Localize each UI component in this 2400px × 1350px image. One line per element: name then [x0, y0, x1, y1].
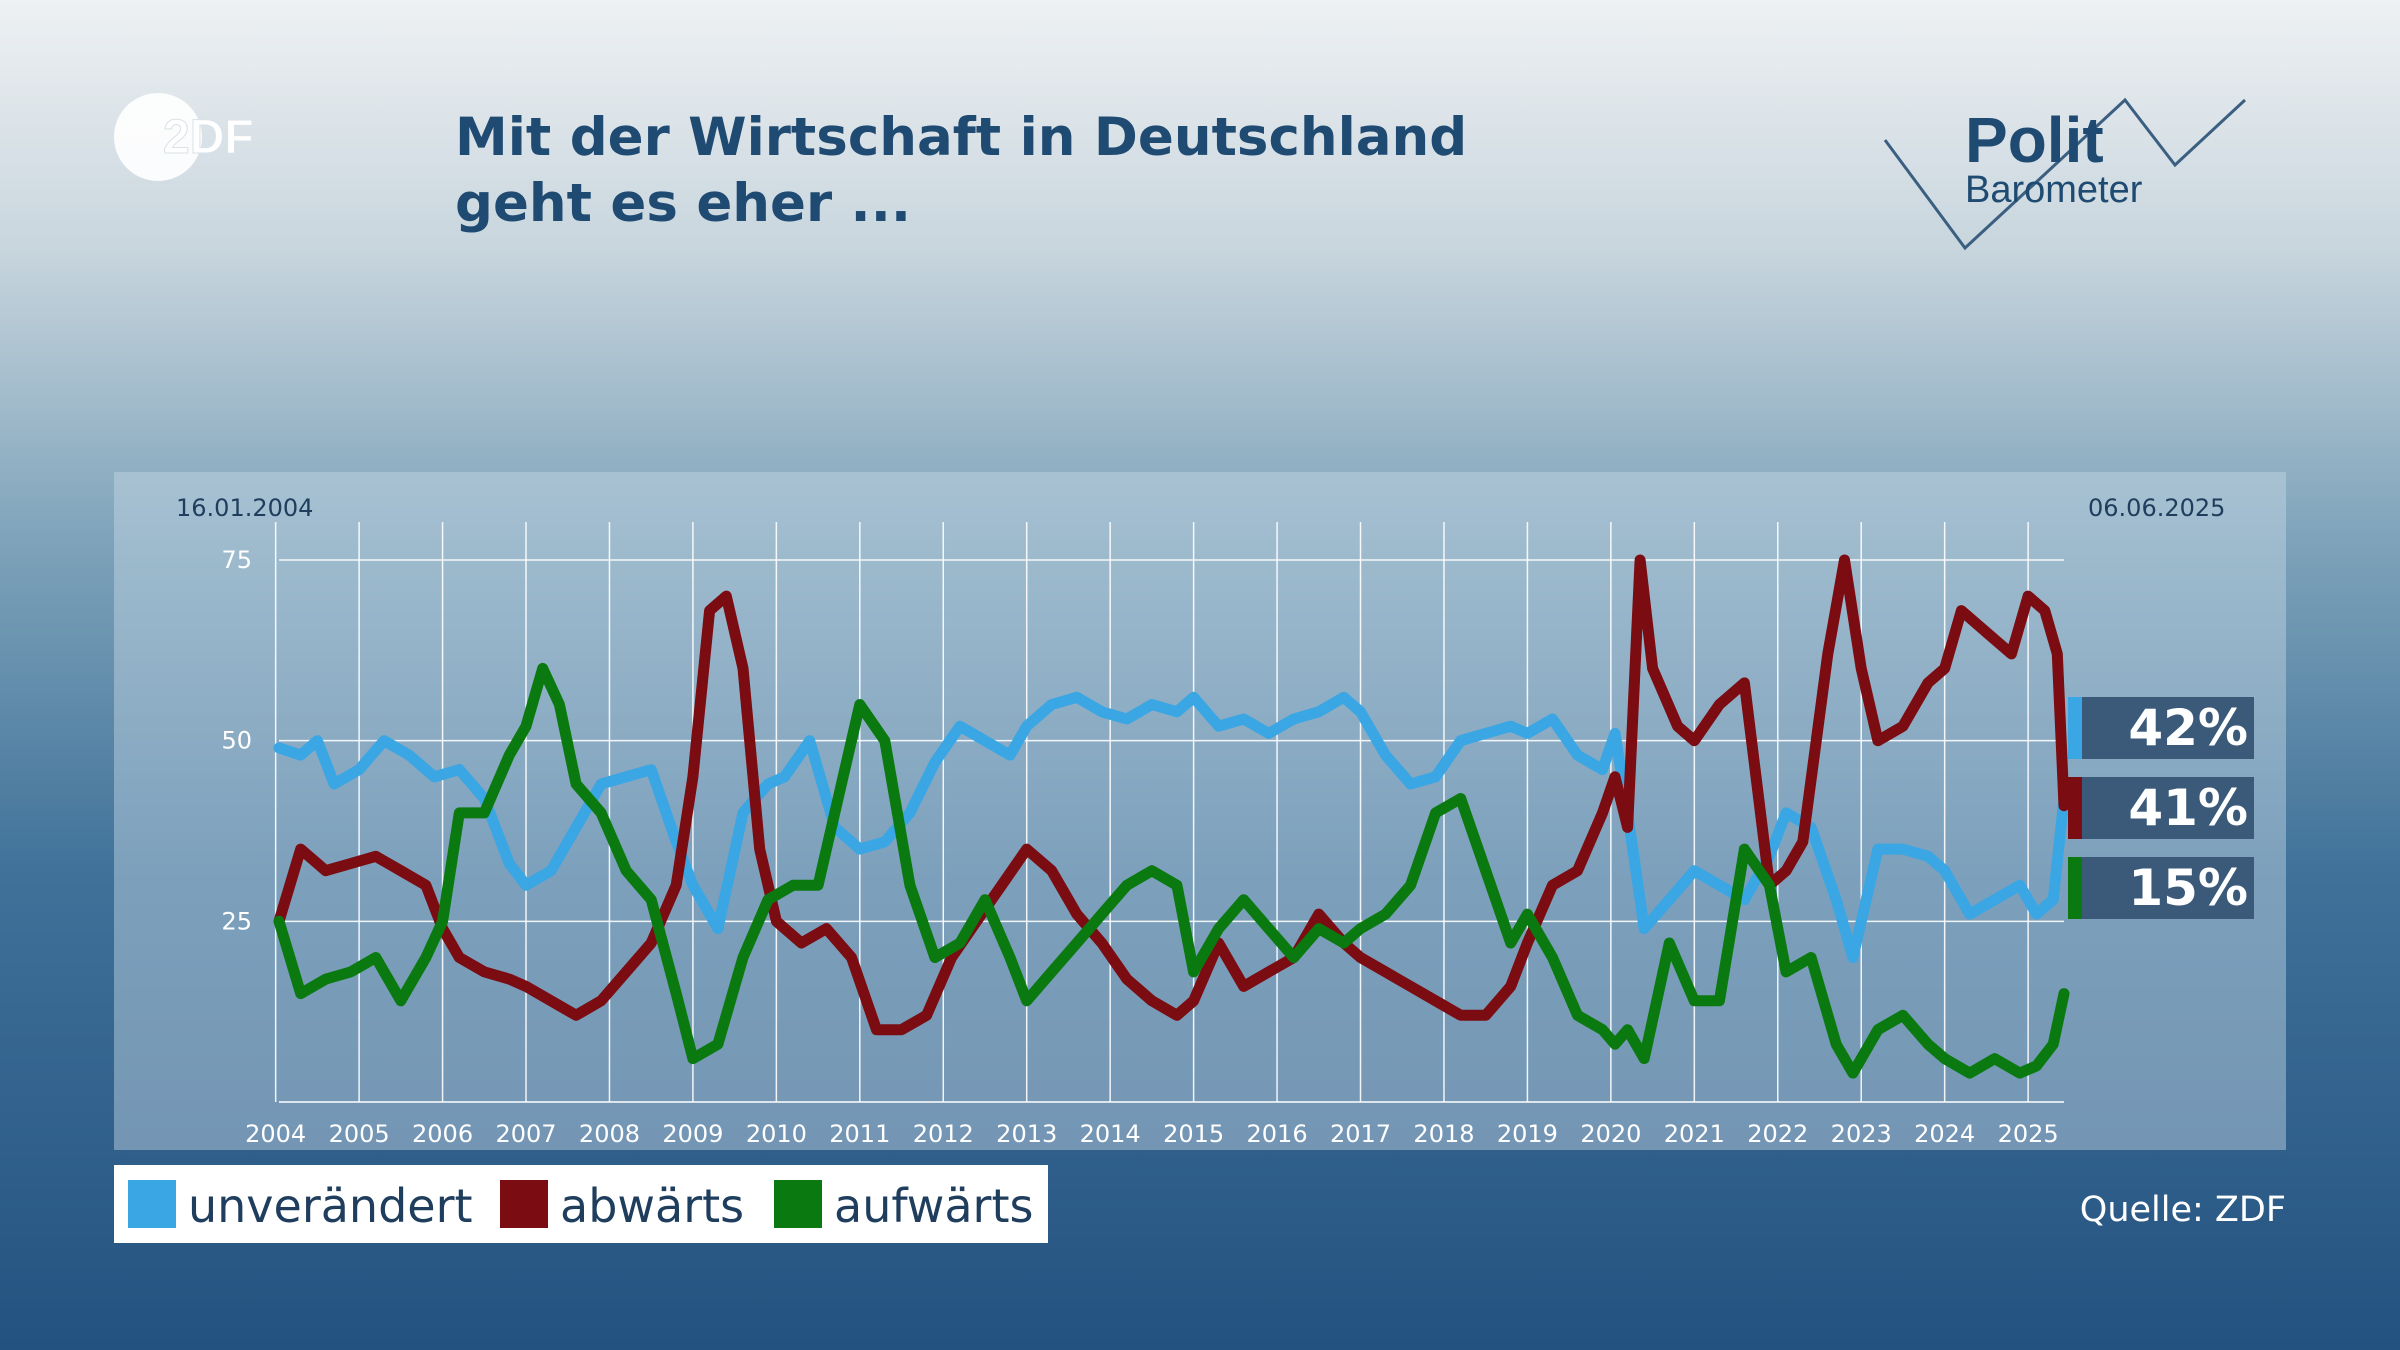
x-tick-label-2022: 2022	[1747, 1120, 1808, 1148]
legend-label-aufwaerts: aufwärts	[834, 1179, 1034, 1233]
current-aufwaerts-value: 15%	[2128, 859, 2248, 917]
x-tick-label-2020: 2020	[1580, 1120, 1641, 1148]
x-tick-label-2021: 2021	[1664, 1120, 1725, 1148]
y-tick-label-75: 75	[221, 546, 252, 574]
legend-swatch-aufwaerts	[774, 1180, 822, 1228]
x-tick-label-2012: 2012	[913, 1120, 974, 1148]
chart-legend: unverändert abwärts aufwärts	[114, 1165, 1048, 1243]
abwaerts-marker	[2068, 777, 2082, 839]
legend-swatch-unveraendert	[128, 1180, 176, 1228]
date-start: 16.01.2004	[176, 494, 314, 522]
y-tick-label-50: 50	[221, 727, 252, 755]
x-tick-label-2013: 2013	[996, 1120, 1057, 1148]
current-abwaerts-box: 41%	[2068, 777, 2254, 839]
x-tick-label-2015: 2015	[1163, 1120, 1224, 1148]
source-label: Quelle: ZDF	[2079, 1190, 2286, 1230]
x-tick-label-2024: 2024	[1914, 1120, 1975, 1148]
date-end: 06.06.2025	[2088, 494, 2226, 522]
x-tick-label-2014: 2014	[1080, 1120, 1141, 1148]
current-unveraendert-box: 42%	[2068, 697, 2254, 759]
politbarometer-logo: Polit Barometer	[1883, 97, 2247, 251]
y-tick-label-25: 25	[221, 907, 252, 935]
series-line-abwaerts	[273, 554, 2070, 1036]
title-line-1: Mit der Wirtschaft in Deutschland	[455, 107, 1468, 168]
x-tick-label-2010: 2010	[746, 1120, 807, 1148]
x-tick-label-2008: 2008	[579, 1120, 640, 1148]
chart-title: Mit der Wirtschaft in Deutschland geht e…	[455, 105, 1467, 237]
x-tick-label-2016: 2016	[1247, 1120, 1308, 1148]
aufwaerts-marker	[2068, 857, 2082, 919]
title-line-2: geht es eher ...	[455, 173, 911, 234]
series-line-unveraendert	[273, 691, 2070, 963]
x-tick-label-2025: 2025	[1998, 1120, 2059, 1148]
legend-label-abwaerts: abwärts	[560, 1179, 745, 1233]
current-unveraendert-value: 42%	[2128, 699, 2248, 757]
x-tick-label-2018: 2018	[1413, 1120, 1474, 1148]
legend-label-unveraendert: unverändert	[188, 1179, 473, 1233]
x-tick-label-2005: 2005	[329, 1120, 390, 1148]
zdf-logo: 2DF	[114, 93, 254, 181]
series-line-aufwaerts	[273, 662, 2070, 1079]
current-aufwaerts-box: 15%	[2068, 857, 2254, 919]
x-tick-label-2023: 2023	[1831, 1120, 1892, 1148]
line-chart: 2004 2005 2006 2007 2008 2009 2010 2011 2012 2013…	[221, 522, 2070, 1148]
x-tick-label-2011: 2011	[829, 1120, 890, 1148]
x-tick-label-2004: 2004	[245, 1120, 306, 1148]
polit-text: Polit	[1965, 104, 2104, 176]
x-tick-label-2019: 2019	[1497, 1120, 1558, 1148]
svg-text:2DF: 2DF	[163, 111, 254, 164]
x-tick-label-2006: 2006	[412, 1120, 473, 1148]
barometer-text: Barometer	[1965, 169, 2143, 211]
x-tick-label-2017: 2017	[1330, 1120, 1391, 1148]
x-tick-label-2009: 2009	[662, 1120, 723, 1148]
x-tick-label-2007: 2007	[495, 1120, 556, 1148]
legend-swatch-abwaerts	[500, 1180, 548, 1228]
current-abwaerts-value: 41%	[2128, 779, 2248, 837]
unveraendert-marker	[2068, 697, 2082, 759]
